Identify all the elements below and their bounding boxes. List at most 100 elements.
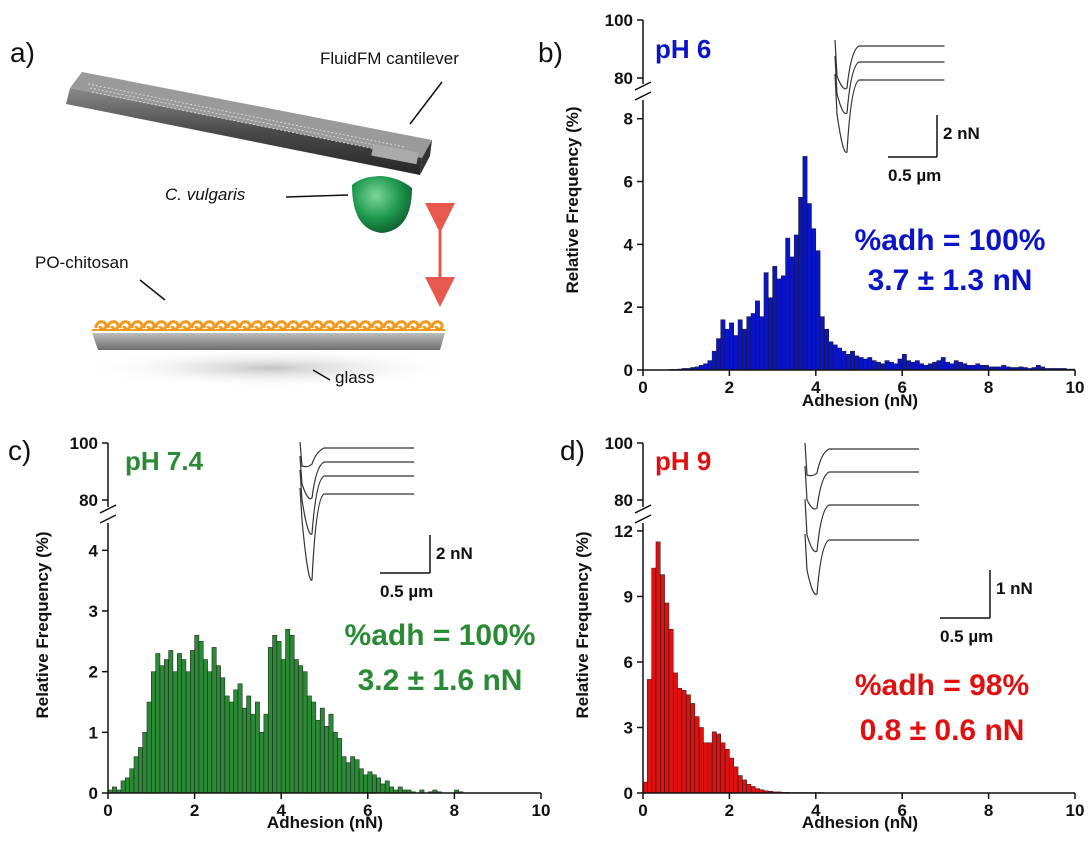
- bar: [216, 665, 221, 794]
- bar: [280, 659, 286, 794]
- bar: [668, 628, 674, 794]
- bar: [194, 635, 200, 794]
- bar: [129, 768, 135, 794]
- adhesion-percent: %adh = 100%: [345, 619, 536, 652]
- bar: [703, 363, 709, 371]
- bar: [672, 672, 678, 794]
- adhesion-percent: %adh = 98%: [855, 669, 1029, 702]
- bar: [910, 361, 916, 371]
- bar: [733, 766, 739, 794]
- bar: [224, 695, 230, 794]
- bar: [737, 319, 743, 371]
- bar: [768, 297, 773, 371]
- bar: [306, 695, 312, 794]
- bar: [694, 716, 700, 794]
- bar: [146, 701, 152, 794]
- force-curve: [804, 498, 919, 553]
- bar: [776, 278, 782, 371]
- bar: [319, 707, 325, 794]
- bar: [729, 757, 734, 794]
- bar: [341, 756, 347, 794]
- ph-annotation: pH 9: [655, 446, 711, 476]
- bar: [276, 641, 282, 794]
- bar: [112, 786, 117, 794]
- y-tick-label-upper: 100: [605, 434, 633, 453]
- bar: [660, 574, 665, 794]
- bar: [815, 250, 821, 371]
- bar: [168, 650, 174, 794]
- x-tick-label: 2: [725, 801, 734, 820]
- bar: [289, 635, 295, 794]
- x-tick-label: 0: [638, 378, 647, 397]
- bar: [746, 316, 752, 371]
- x-tick-label: 8: [984, 378, 993, 397]
- adhesion-percent: %adh = 100%: [855, 224, 1046, 257]
- bars-c: [107, 628, 464, 794]
- x-tick-label: 8: [450, 801, 459, 820]
- force-curve-inset: [804, 442, 919, 596]
- bar: [324, 726, 330, 794]
- bar: [664, 602, 670, 794]
- bars-b: [668, 156, 1076, 371]
- y-tick-label: 0: [89, 784, 98, 803]
- adhesion-mean: 0.8 ± 0.6 nN: [860, 714, 1025, 747]
- bar: [936, 360, 942, 371]
- force-curve-inset: [299, 441, 414, 581]
- y-tick-label: 8: [624, 110, 633, 129]
- bar: [241, 707, 247, 794]
- bar: [311, 701, 317, 794]
- cell-label: C. vulgaris: [165, 185, 246, 204]
- bar: [142, 732, 148, 794]
- y-axis-title: Relative Frequency (%): [563, 106, 582, 293]
- bar: [884, 360, 890, 371]
- glass-substrate-drawing: [92, 333, 445, 350]
- x-tick-label: 4: [811, 801, 821, 820]
- bar: [906, 360, 912, 371]
- bar: [785, 237, 791, 371]
- bar: [198, 641, 204, 794]
- scale-bar: 2 nN0.5 µm: [380, 535, 473, 601]
- bar: [876, 361, 881, 371]
- force-curve: [299, 469, 414, 535]
- bar: [389, 786, 395, 794]
- bar: [932, 361, 938, 371]
- force-curve: [834, 39, 945, 90]
- bar: [203, 659, 208, 794]
- bar: [742, 328, 747, 371]
- bar: [332, 732, 338, 794]
- y-tick-label: 1: [89, 723, 98, 742]
- bar: [354, 759, 360, 794]
- bar: [711, 350, 717, 371]
- bar: [159, 665, 165, 794]
- bar: [716, 338, 722, 371]
- bar: [263, 713, 269, 794]
- y-tick-label: 4: [624, 235, 634, 254]
- bar: [138, 747, 143, 794]
- bar: [711, 731, 717, 794]
- bar: [780, 275, 786, 371]
- bar: [380, 783, 386, 794]
- bar: [185, 671, 191, 794]
- bar: [358, 768, 364, 794]
- bar: [841, 350, 847, 371]
- y-tick-label: 0: [624, 784, 633, 803]
- y-axis-title: Relative Frequency (%): [573, 531, 592, 718]
- bar: [755, 300, 760, 371]
- bar: [350, 756, 356, 794]
- bar: [811, 228, 817, 371]
- x-tick-label: 6: [897, 378, 906, 397]
- bar: [763, 272, 769, 371]
- scale-force-label: 2 nN: [943, 124, 980, 143]
- bar: [237, 683, 243, 794]
- bar: [371, 774, 377, 794]
- scale-bar: 1 nN 0.5 µm: [940, 570, 1033, 646]
- y-tick-label: 6: [624, 173, 633, 192]
- bar: [737, 775, 743, 794]
- adhesion-mean: 3.7 ± 1.3 nN: [868, 264, 1033, 297]
- scale-force-label: 2 nN: [436, 544, 473, 563]
- bar: [845, 354, 851, 371]
- bar: [824, 328, 830, 371]
- coating-label: PO-chitosan: [35, 253, 129, 272]
- bar: [267, 647, 273, 794]
